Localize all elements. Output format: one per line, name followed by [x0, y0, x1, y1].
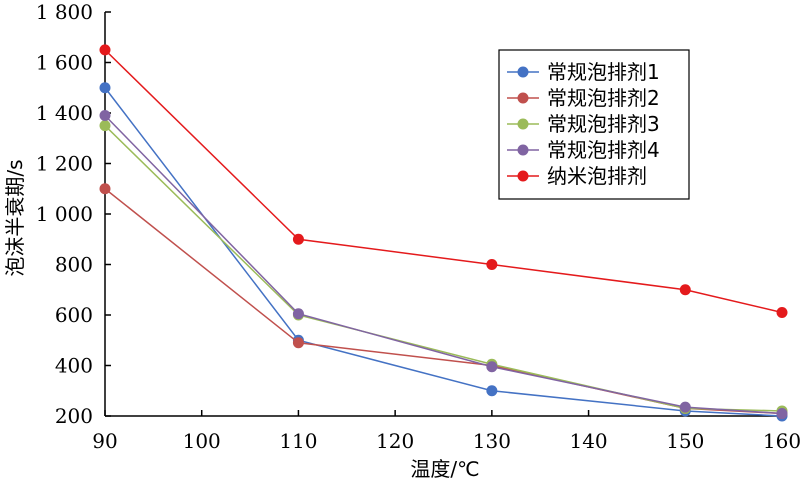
- x-tick-label: 140: [569, 429, 607, 453]
- x-tick-label: 130: [473, 429, 511, 453]
- y-tick-label: 400: [55, 354, 93, 378]
- legend-marker: [517, 66, 529, 78]
- legend-marker: [517, 92, 529, 104]
- data-point: [679, 401, 691, 413]
- y-tick-label: 1 200: [36, 152, 93, 176]
- x-tick-label: 120: [376, 429, 414, 453]
- data-point: [776, 407, 788, 419]
- series-4: [99, 110, 788, 419]
- data-point: [99, 44, 111, 56]
- data-point: [292, 233, 304, 245]
- y-tick-label: 800: [55, 253, 93, 277]
- y-tick-label: 1 000: [36, 202, 93, 226]
- series-5: [99, 44, 788, 318]
- x-tick-label: 90: [92, 429, 117, 453]
- legend-marker: [517, 118, 529, 130]
- series-line: [104, 188, 783, 415]
- series-2: [99, 183, 788, 419]
- data-point: [99, 120, 111, 132]
- series-layer: [99, 44, 788, 422]
- legend-item: 纳米泡排剂: [507, 164, 647, 188]
- data-point: [99, 110, 111, 122]
- data-point: [99, 82, 111, 94]
- y-axis-title: 泡沫半衰期/s: [3, 159, 27, 276]
- x-tick-label: 100: [183, 429, 221, 453]
- x-tick-label: 110: [279, 429, 317, 453]
- legend-item: 常规泡排剂3: [507, 112, 660, 136]
- y-axis-ticks: 200 400 600 800 1 000 1 200 1 400 1 600 1 800: [36, 0, 111, 428]
- data-point: [292, 308, 304, 320]
- legend-label: 纳米泡排剂: [547, 164, 647, 188]
- data-point: [486, 259, 498, 270]
- data-point: [776, 306, 788, 318]
- legend-marker: [517, 144, 529, 156]
- x-axis-title: 温度/℃: [410, 457, 479, 481]
- y-tick-label: 1 400: [36, 101, 93, 125]
- x-tick-label: 150: [666, 429, 704, 453]
- x-tick-label: 160: [763, 429, 800, 453]
- legend-label: 常规泡排剂4: [547, 138, 660, 162]
- y-tick-label: 1 800: [36, 0, 93, 24]
- x-axis-ticks: 90 100 110 120 130 140 150 160: [92, 410, 800, 453]
- legend-item: 常规泡排剂2: [507, 86, 660, 110]
- data-point: [679, 284, 691, 296]
- legend-label: 常规泡排剂3: [547, 112, 660, 136]
- legend-item: 常规泡排剂4: [507, 138, 660, 162]
- legend-item: 常规泡排剂1: [507, 60, 660, 84]
- legend-label: 常规泡排剂1: [547, 60, 660, 84]
- y-tick-label: 1 600: [36, 51, 93, 75]
- data-point: [99, 183, 111, 195]
- data-point: [486, 385, 498, 397]
- y-tick-label: 600: [55, 303, 93, 327]
- legend-marker: [517, 170, 529, 182]
- legend-label: 常规泡排剂2: [547, 86, 660, 110]
- data-point: [486, 361, 498, 373]
- data-point: [292, 337, 304, 349]
- y-tick-label: 200: [55, 404, 93, 428]
